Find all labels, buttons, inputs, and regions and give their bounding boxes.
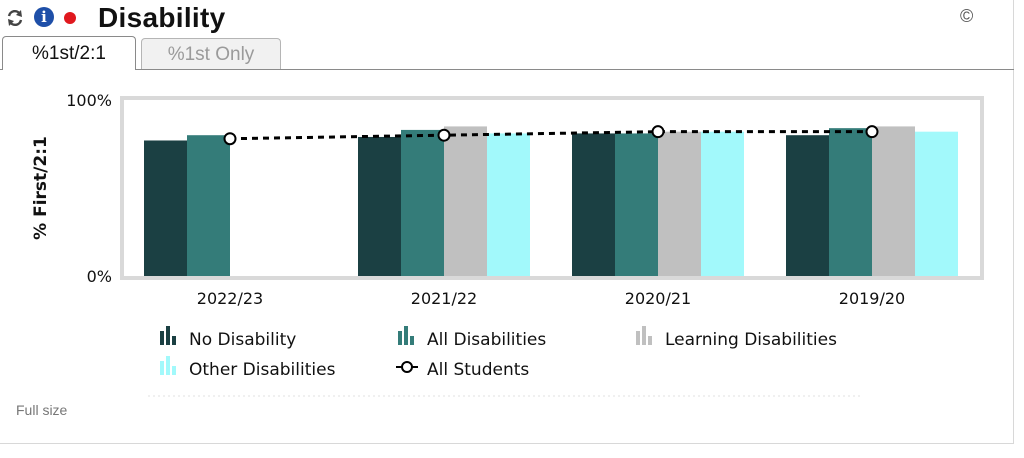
bar-all-disabilities[interactable]: [187, 135, 230, 276]
bar-other-disabilities[interactable]: [701, 131, 744, 276]
legend-bar-icon-other-disabilities: [160, 356, 176, 375]
legend-label-no-disability[interactable]: No Disability: [189, 330, 296, 350]
bar-all-disabilities[interactable]: [615, 133, 658, 276]
panel-header: i Disability ©: [0, 0, 1014, 36]
bar-learning-disabilities[interactable]: [658, 131, 701, 276]
bar-learning-disabilities[interactable]: [872, 126, 915, 277]
legend-bar-icon-no-disability: [160, 326, 176, 345]
full-size-link[interactable]: Full size: [16, 402, 68, 418]
bar-no-disability[interactable]: [144, 140, 187, 276]
all-students-line-group: [223, 125, 879, 146]
copyright-icon[interactable]: ©: [960, 6, 974, 26]
bar-other-disabilities[interactable]: [915, 131, 958, 276]
bar-no-disability[interactable]: [358, 136, 401, 276]
all-students-point[interactable]: [223, 132, 237, 146]
record-dot-icon: [64, 12, 76, 24]
disability-panel: i Disability © %1st/2:1 %1st Only % Firs…: [0, 0, 1014, 444]
x-tick-labels: 2022/23 2021/22 2020/21 2019/20: [197, 289, 905, 308]
page-title: Disability: [98, 2, 226, 33]
y-tick-label: 100%: [66, 91, 112, 110]
bar-all-disabilities[interactable]: [401, 129, 444, 276]
tab-first-only[interactable]: %1st Only: [141, 38, 281, 69]
refresh-icon[interactable]: [6, 9, 24, 27]
tab-first-or-upper-second[interactable]: %1st/2:1: [2, 36, 136, 70]
disability-chart: % First/2:1 100% 0% 2022/23 2021/22 2020/2…: [31, 91, 984, 397]
bar-no-disability[interactable]: [572, 133, 615, 276]
all-students-point[interactable]: [651, 125, 665, 139]
info-icon[interactable]: i: [34, 7, 54, 27]
bar-group: [144, 126, 958, 277]
x-tick-label: 2019/20: [839, 289, 905, 308]
x-tick-label: 2022/23: [197, 289, 263, 308]
bar-other-disabilities[interactable]: [487, 133, 530, 276]
legend-line-icon-all-students: [396, 361, 418, 373]
y-tick-label: 0%: [87, 267, 112, 286]
y-axis-title: % First/2:1: [31, 136, 51, 240]
legend: No Disability All Disabilities Learning Di…: [160, 326, 837, 380]
bar-learning-disabilities[interactable]: [444, 126, 487, 277]
x-tick-label: 2020/21: [625, 289, 691, 308]
legend-label-all-students[interactable]: All Students: [427, 360, 529, 380]
tab-bar: %1st/2:1 %1st Only: [0, 36, 1014, 70]
tab-divider: [0, 69, 1014, 70]
bar-all-disabilities[interactable]: [829, 128, 872, 276]
legend-bar-icon-learning-disabilities: [636, 326, 652, 345]
x-tick-label: 2021/22: [411, 289, 477, 308]
all-students-point[interactable]: [865, 125, 879, 139]
legend-label-other-disabilities[interactable]: Other Disabilities: [189, 360, 336, 380]
legend-label-learning-disabilities[interactable]: Learning Disabilities: [665, 330, 837, 350]
all-students-line: [229, 130, 872, 141]
all-students-point[interactable]: [437, 128, 451, 142]
legend-bar-icon-all-disabilities: [398, 326, 414, 345]
legend-label-all-disabilities[interactable]: All Disabilities: [427, 330, 546, 350]
bar-no-disability[interactable]: [786, 135, 829, 276]
